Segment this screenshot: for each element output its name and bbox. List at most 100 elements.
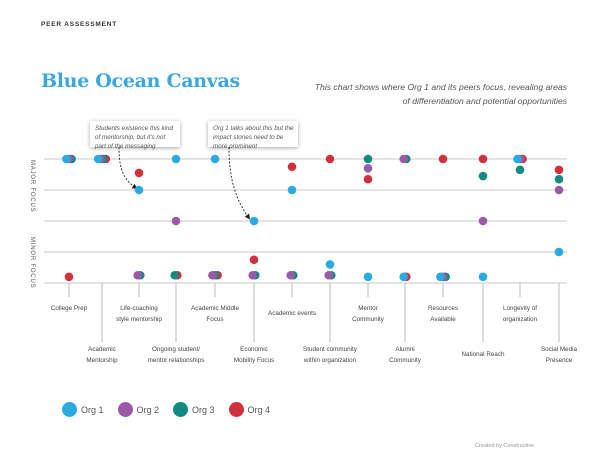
x-tick-label: Student community within organization (303, 346, 358, 364)
y-label-minor: MINOR FOCUS (29, 237, 35, 288)
x-tick-label-line: Ongoing student/ (152, 346, 200, 353)
x-tick-label: Life-coaching style mentorship (116, 305, 162, 323)
point-org1 (554, 247, 564, 257)
chart-subtitle: This chart shows where Org 1 and its pee… (314, 82, 567, 106)
point-org3 (478, 171, 488, 181)
point-org1 (93, 154, 103, 164)
x-tick-label-line: organization (503, 316, 538, 323)
point-org1 (249, 216, 259, 226)
x-tick-label-line: Available (430, 316, 456, 323)
point-org3 (515, 165, 525, 175)
x-tick-label-line: Mobility Focus (234, 357, 274, 364)
point-org1 (325, 260, 335, 269)
point-org2 (363, 164, 373, 173)
point-org1 (436, 272, 445, 282)
x-tick-label: Longevity of organization (503, 305, 538, 323)
x-tick-label-line: Student community (303, 346, 358, 353)
page-title: Blue Ocean Canvas (41, 70, 240, 92)
x-tick-label: National Reach (461, 351, 505, 358)
annotation-arrow-1 (118, 146, 138, 189)
x-tick-label: Academic Middle Focus (191, 305, 239, 323)
x-tick-label-line: College Prep (51, 305, 88, 312)
legend-dot (173, 402, 189, 417)
legend-label: Org 1 (81, 404, 104, 415)
legend-label: Org 4 (247, 404, 271, 415)
annotation-arrow-2 (228, 146, 251, 220)
legend-item-org2: Org 2 (117, 402, 160, 417)
point-org3 (363, 154, 373, 164)
x-tick-label-line: Mentorship (86, 357, 118, 364)
annotation-life-coaching: Students existence this kind of mentorsh… (90, 121, 180, 150)
point-org2 (324, 270, 334, 280)
x-tick-label: Mentor Community (352, 305, 385, 323)
point-org2 (133, 270, 142, 280)
x-tick-label: Academic Mentorship (86, 346, 118, 364)
x-tick-label-line: style mentorship (116, 316, 162, 323)
legend-item-org3: Org 3 (173, 402, 215, 417)
legend-item-org1: Org 1 (62, 402, 104, 417)
point-org2 (399, 154, 409, 164)
x-tick-label: Alumni Community (389, 346, 422, 364)
point-org2 (248, 270, 257, 280)
point-org4 (64, 272, 74, 282)
x-tick-label-line: Academic (88, 346, 116, 353)
point-org1 (134, 185, 144, 195)
point-org4 (554, 165, 564, 175)
credit-text: Created by Constructive (475, 443, 534, 449)
x-tick-label-line: National Reach (461, 351, 505, 358)
point-org1 (171, 154, 181, 164)
x-tick-label-line: Alumni (395, 346, 414, 353)
x-tick-label-line: Life-coaching (120, 305, 158, 312)
point-org4 (478, 154, 488, 164)
legend-label: Org 3 (192, 404, 215, 415)
point-org4 (438, 154, 448, 164)
x-tick-label: Ongoing student/mentor relationships (148, 346, 205, 364)
legend-dot (228, 402, 244, 417)
x-tick-label: Social Media Presence (541, 346, 578, 364)
point-org4 (134, 168, 144, 178)
legend-label: Org 2 (136, 404, 160, 415)
x-tick-label: College Prep (51, 305, 88, 312)
x-tick-label-line: mentor relationships (148, 357, 205, 364)
x-tick-label-line: Focus (206, 316, 223, 323)
x-tick-label: Economic Mobility Focus (234, 346, 274, 364)
x-tick-label-line: Academic events (268, 310, 316, 317)
point-org1 (478, 272, 488, 282)
legend-item-org4: Org 4 (228, 402, 271, 417)
point-org2 (554, 185, 564, 195)
legend: Org 1 Org 2 Org 3 Org 4 (62, 402, 270, 417)
point-org1 (287, 185, 297, 195)
point-org1 (62, 154, 71, 164)
x-tick-label-line: Presence (546, 357, 573, 364)
x-tick-label-line: Mentor (358, 305, 378, 312)
legend-dot (62, 402, 77, 417)
point-org1 (363, 272, 373, 282)
x-tick-label-line: Community (352, 316, 385, 323)
point-org1 (210, 154, 220, 164)
point-org4 (325, 154, 335, 164)
x-tick-label-line: Longevity of (503, 305, 537, 312)
x-tick-label-line: Community (389, 357, 422, 364)
point-org2 (208, 270, 217, 280)
point-org2 (286, 270, 296, 280)
point-org4 (363, 174, 373, 184)
point-org2 (171, 216, 181, 226)
point-org3 (554, 174, 564, 184)
y-label-major: MAJOR FOCUS (29, 160, 35, 212)
point-org4 (287, 162, 297, 172)
section-kicker: PEER ASSESSMENT (41, 21, 118, 28)
point-org2 (478, 216, 488, 226)
x-tick-label-line: Social Media (541, 346, 578, 353)
legend-dot (117, 402, 133, 417)
point-org1 (399, 272, 409, 282)
point-org4 (249, 255, 259, 265)
x-tick-label-line: Academic Middle (191, 305, 239, 312)
annotation-economic-mobility: Org 1 talks about this but the impact st… (208, 121, 298, 150)
x-tick-label: Resources Available (428, 305, 458, 323)
point-org1 (513, 154, 522, 164)
x-tick-label-line: Resources (428, 305, 458, 312)
x-tick-label-line: Economic (240, 346, 268, 353)
x-tick-label: Academic events (268, 310, 316, 317)
x-tick-label-line: within organization (303, 357, 357, 364)
